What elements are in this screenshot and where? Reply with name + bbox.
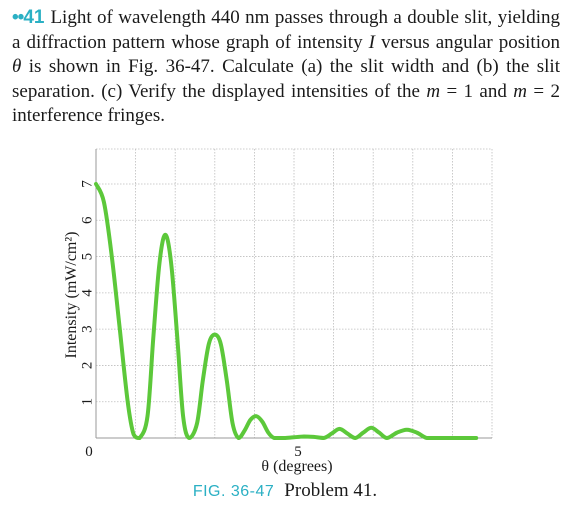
y-tick-label: 4 [79, 289, 95, 297]
problem-number: 41 [23, 7, 45, 28]
y-tick-label: 7 [79, 180, 95, 188]
math-symbol: I [368, 31, 375, 53]
y-tick-labels: 1 2 3 4 5 6 7 [79, 180, 95, 406]
y-axis-label: Intensity (mW/cm²) [63, 232, 80, 359]
text-segment: is shown in Fig. 36-47. Calculate (a) th… [12, 56, 560, 102]
y-tick-label: 3 [79, 325, 95, 333]
math-symbol: θ [12, 56, 22, 77]
y-tick-label: 1 [79, 398, 95, 406]
math-symbol: m [513, 80, 527, 102]
problem-text: Light of wavelength 440 nm passes throug… [12, 7, 560, 126]
y-tick-label: 5 [79, 253, 95, 261]
x-axis-label: θ (degrees) [261, 458, 332, 475]
text-segment: = 1 and [440, 80, 514, 102]
caption-text: Problem 41. [284, 480, 378, 501]
difficulty-dots: •• [12, 7, 24, 28]
y-tick-label: 2 [79, 362, 95, 370]
text-segment: = 2 interference fringes. [12, 80, 560, 127]
intensity-curve [94, 182, 479, 440]
problem-statement: ••41 Light of wavelength 440 nm passes th… [12, 6, 560, 129]
figure-caption: FIG. 36-47 Problem 41. [0, 480, 570, 502]
x-tick-label: 0 [85, 444, 93, 460]
x-tick-label: 5 [294, 444, 302, 460]
figure-label: FIG. 36-47 [192, 483, 275, 500]
y-tick-label: 6 [79, 216, 95, 224]
text-segment: Light of wavelength 440 nm passes throug… [12, 7, 560, 53]
text-segment: versus angular position [375, 31, 560, 53]
math-symbol: m [426, 80, 441, 102]
